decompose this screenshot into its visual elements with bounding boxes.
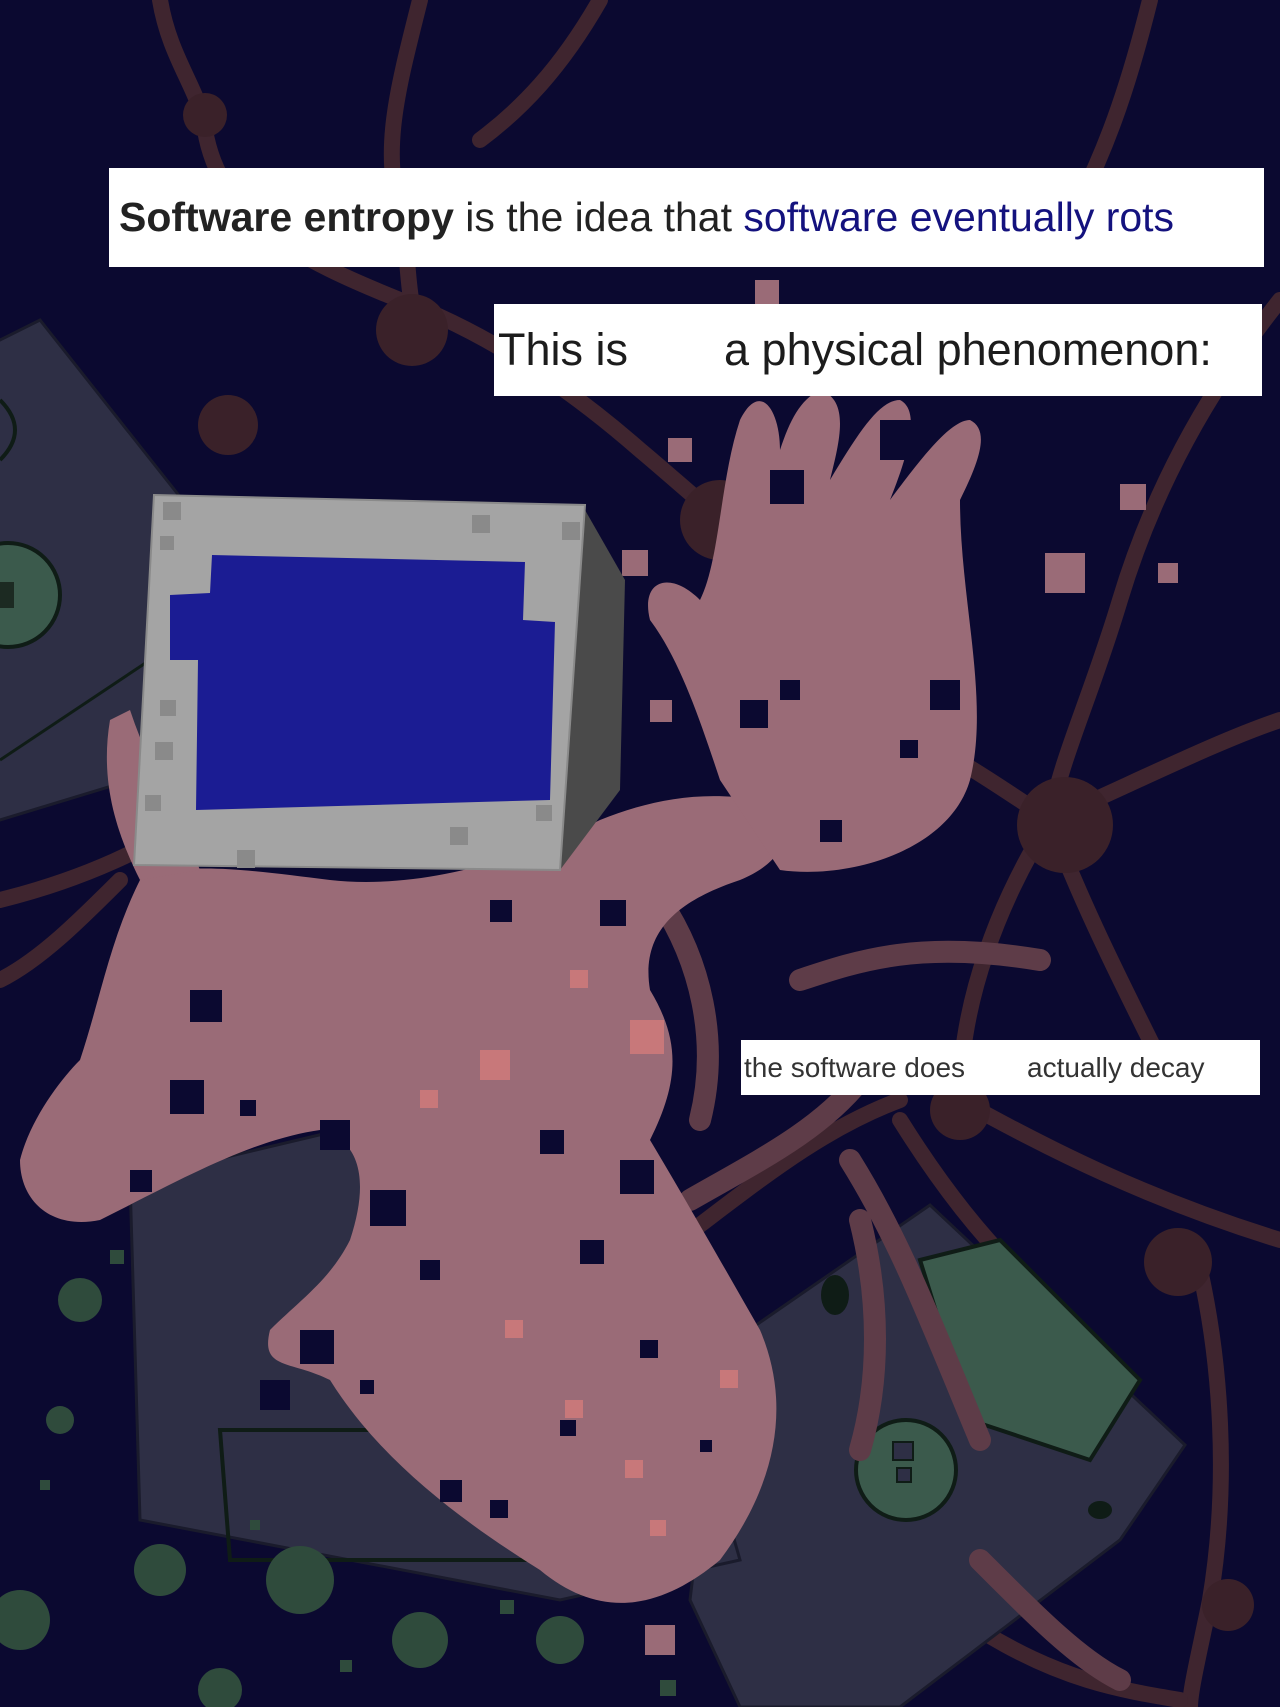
floating-pixels xyxy=(622,280,1178,1655)
caption-phenomenon-start: This is xyxy=(498,324,629,375)
decay-pixels xyxy=(130,420,960,1518)
caption-decay: the software does actually decay xyxy=(741,1040,1260,1095)
caption-decay-start: the software does xyxy=(744,1052,966,1083)
caption-phenomenon-end: a physical phenomenon: xyxy=(724,324,1212,375)
term-software-entropy: Software entropy xyxy=(119,194,454,240)
monitor-icon xyxy=(132,493,625,872)
green-particles xyxy=(0,1250,676,1707)
tendrils xyxy=(649,889,1131,1691)
salmon-pixels xyxy=(420,970,738,1536)
caption-decay-end: actually decay xyxy=(1027,1052,1205,1083)
caption-phenomenon: This is a physical phenomenon: xyxy=(494,304,1262,396)
link-software-rots[interactable]: software eventually rots xyxy=(743,194,1175,240)
caption-definition: Software entropy is the idea that softwa… xyxy=(109,168,1264,267)
monitor-screen xyxy=(170,555,555,810)
branch-nodes xyxy=(183,93,1254,1631)
caption-definition-text: is the idea that xyxy=(453,194,744,240)
